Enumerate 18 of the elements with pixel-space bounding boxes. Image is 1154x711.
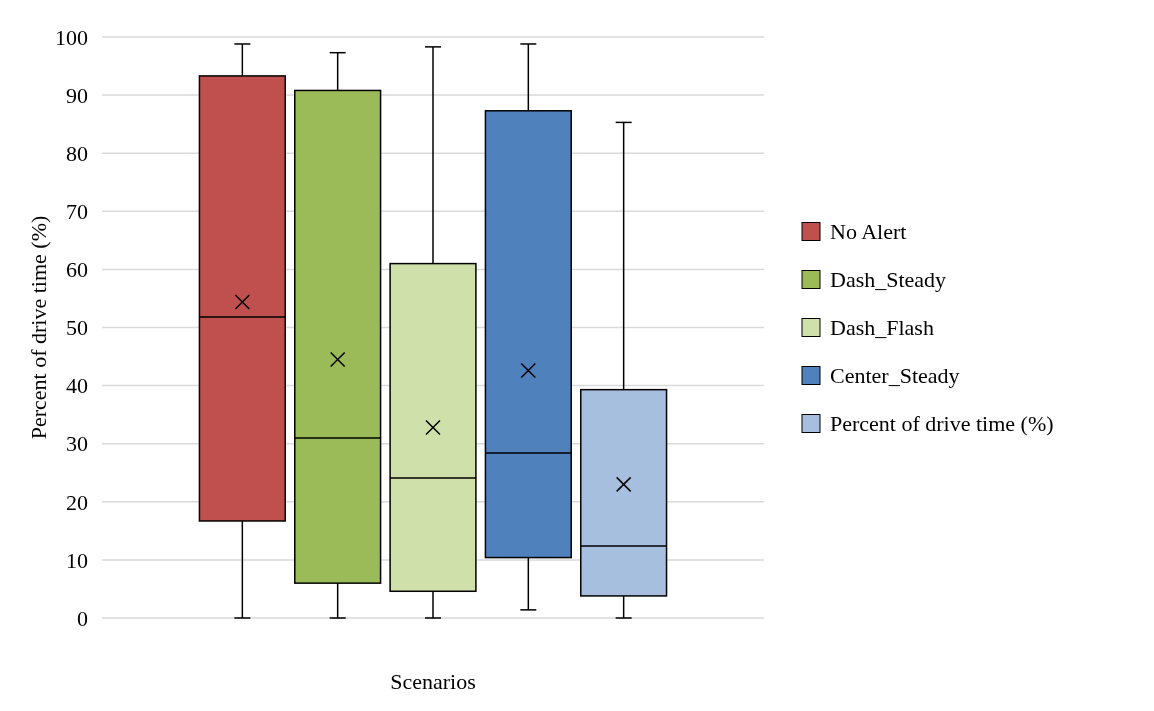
y-tick-label: 70 xyxy=(66,199,88,224)
y-tick-label: 20 xyxy=(66,489,88,515)
y-tick-label: 40 xyxy=(66,373,88,399)
y-tick-label: 50 xyxy=(66,315,88,341)
legend-label: Center_Steady xyxy=(830,363,960,389)
y-tick-label: 30 xyxy=(66,431,88,457)
legend-label: Percent of drive time (%) xyxy=(830,411,1054,437)
legend-label: Dash_Steady xyxy=(830,267,947,293)
x-axis-title: Scenarios xyxy=(390,669,476,694)
legend-label: No Alert xyxy=(830,219,907,245)
legend-label: Dash_Flash xyxy=(830,315,934,341)
y-tick-label: 80 xyxy=(66,140,88,166)
y-axis-title: Percent of drive time (%) xyxy=(26,215,51,440)
y-tick-label: 100 xyxy=(55,24,88,50)
y-tick-label: 60 xyxy=(66,257,88,283)
y-tick-label: 90 xyxy=(66,82,88,108)
y-tick-label: 10 xyxy=(66,547,88,573)
y-tick-label: 0 xyxy=(77,605,88,631)
